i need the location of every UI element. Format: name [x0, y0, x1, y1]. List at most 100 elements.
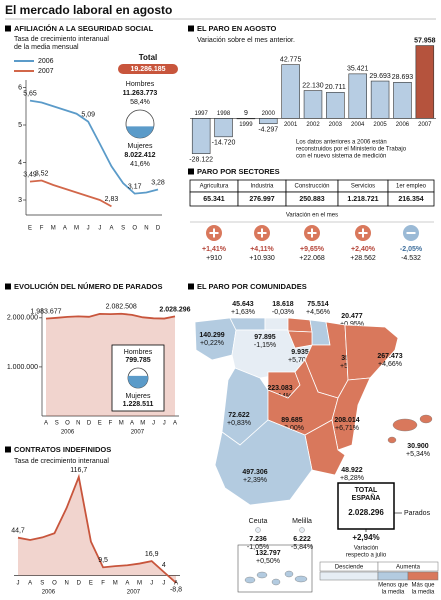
x-tick-label: O: [52, 581, 57, 587]
region-change: -5,84%: [291, 544, 313, 551]
x-tick-label: A: [130, 421, 134, 427]
region-change: +0,22%: [200, 340, 224, 347]
region-value: 140.299: [199, 332, 224, 339]
region-change: +0,83%: [227, 420, 251, 427]
region-change: -0,03%: [272, 309, 294, 316]
region-value: 75.514: [307, 301, 329, 308]
breakdown-name: Mujeres: [128, 143, 153, 150]
x-tick-label: J: [98, 226, 101, 232]
legend-label: Aumenta: [396, 565, 421, 571]
note: Los datos anteriores a 2006 están: [296, 140, 387, 146]
data-label: 2,83: [105, 196, 119, 203]
section-title: AFILIACIÓN A LA SEGURIDAD SOCIAL: [14, 24, 154, 33]
region-value: 208.014: [334, 417, 359, 424]
data-label: 4: [162, 562, 166, 569]
region-value: 132.797: [255, 550, 280, 557]
x-tick-label: J: [152, 421, 155, 427]
change-icon-bar: [311, 228, 313, 238]
region-value: 18.618: [272, 301, 294, 308]
data-label: 116,7: [70, 467, 87, 474]
data-label: -4.297: [258, 127, 278, 134]
y-tick-label: 3: [18, 197, 22, 204]
bar: [348, 73, 367, 119]
bar: [393, 82, 412, 119]
data-label: 3,28: [151, 179, 165, 186]
bar: [326, 92, 345, 119]
x-tick-label: 2007: [418, 122, 432, 128]
data-label: 22.130: [302, 82, 324, 89]
x-tick-label: D: [156, 226, 161, 232]
x-tick-label: A: [125, 581, 129, 587]
change-icon-bar: [213, 228, 215, 238]
line: [29, 179, 112, 208]
x-tick-label: A: [28, 581, 32, 587]
section-bullet: [188, 283, 194, 290]
table-header: Agricultura: [200, 184, 229, 190]
x-tick-label: J: [150, 581, 153, 587]
legend-swatch: [319, 571, 379, 581]
breakdown-value: 799.785: [125, 357, 150, 364]
data-label: 3,17: [128, 183, 142, 190]
x-tick-label: M: [140, 421, 145, 427]
region-value: 267.473: [377, 353, 402, 360]
region: [255, 527, 261, 533]
region: [392, 418, 418, 432]
legend-label: Menos que: [378, 583, 408, 589]
data-label: 1.983.677: [30, 308, 61, 315]
year-label: 2007: [131, 430, 145, 436]
breakdown-share: 58,4%: [130, 99, 150, 106]
region-value: 89.685: [281, 417, 303, 424]
total-box: [337, 482, 395, 530]
section-bullet: [188, 168, 194, 175]
breakdown-value: 11.263.773: [123, 90, 158, 97]
x-tick-label: D: [87, 421, 92, 427]
change-abs: +910: [206, 255, 222, 262]
legend-label: Más que: [411, 583, 435, 589]
subtitle: Tasa de crecimiento interanual: [14, 36, 109, 43]
region-change: -1,15%: [254, 342, 276, 349]
total-change-note: respecto a julio: [346, 553, 387, 559]
change-pct: +1,41%: [202, 246, 227, 253]
breakdown-name: Hombres: [124, 349, 153, 356]
table-value: 65.341: [203, 196, 225, 203]
region-value: 497.306: [242, 469, 267, 476]
table-value: 216.354: [398, 196, 423, 203]
region-change: +5,34%: [406, 451, 430, 458]
region-change: +0,50%: [256, 558, 280, 565]
region: [214, 419, 313, 506]
total-pill: [118, 64, 178, 74]
data-label: -14.720: [212, 140, 236, 147]
breakdown-name: Mujeres: [126, 393, 151, 400]
region-change: +6,71%: [335, 425, 359, 432]
change-icon-bar: [406, 232, 416, 234]
legend-cell: [377, 561, 439, 572]
x-tick-label: 2006: [396, 122, 410, 128]
region-change: +8,28%: [340, 475, 364, 482]
region-name: Ceuta: [249, 518, 268, 525]
total-title: ESPAÑA: [352, 493, 381, 502]
bar: [214, 118, 233, 138]
section-bullet: [5, 25, 11, 32]
section-title: PARO POR SECTORES: [197, 167, 280, 176]
bar: [259, 118, 278, 125]
x-tick-label: M: [113, 581, 118, 587]
region-change: +3,00%: [280, 425, 304, 432]
bar: [191, 118, 211, 154]
x-tick-label: F: [101, 581, 105, 587]
x-tick-label: N: [144, 226, 148, 232]
x-tick-label: 2003: [329, 122, 343, 128]
data-label: 2.028.296: [159, 306, 190, 313]
x-tick-label: O: [65, 421, 70, 427]
change-label: Variación en el mes: [286, 213, 338, 219]
data-label: 44,7: [11, 528, 25, 535]
x-tick-label: A: [174, 581, 178, 587]
region-change: +1,63%: [231, 309, 255, 316]
region: [264, 317, 289, 331]
change-pct: +2,40%: [351, 246, 376, 253]
section-bullet: [188, 25, 194, 32]
region-value: 48.922: [341, 467, 363, 474]
section-title: CONTRATOS INDEFINIDOS: [14, 445, 111, 454]
region-change: +4,66%: [378, 361, 402, 368]
